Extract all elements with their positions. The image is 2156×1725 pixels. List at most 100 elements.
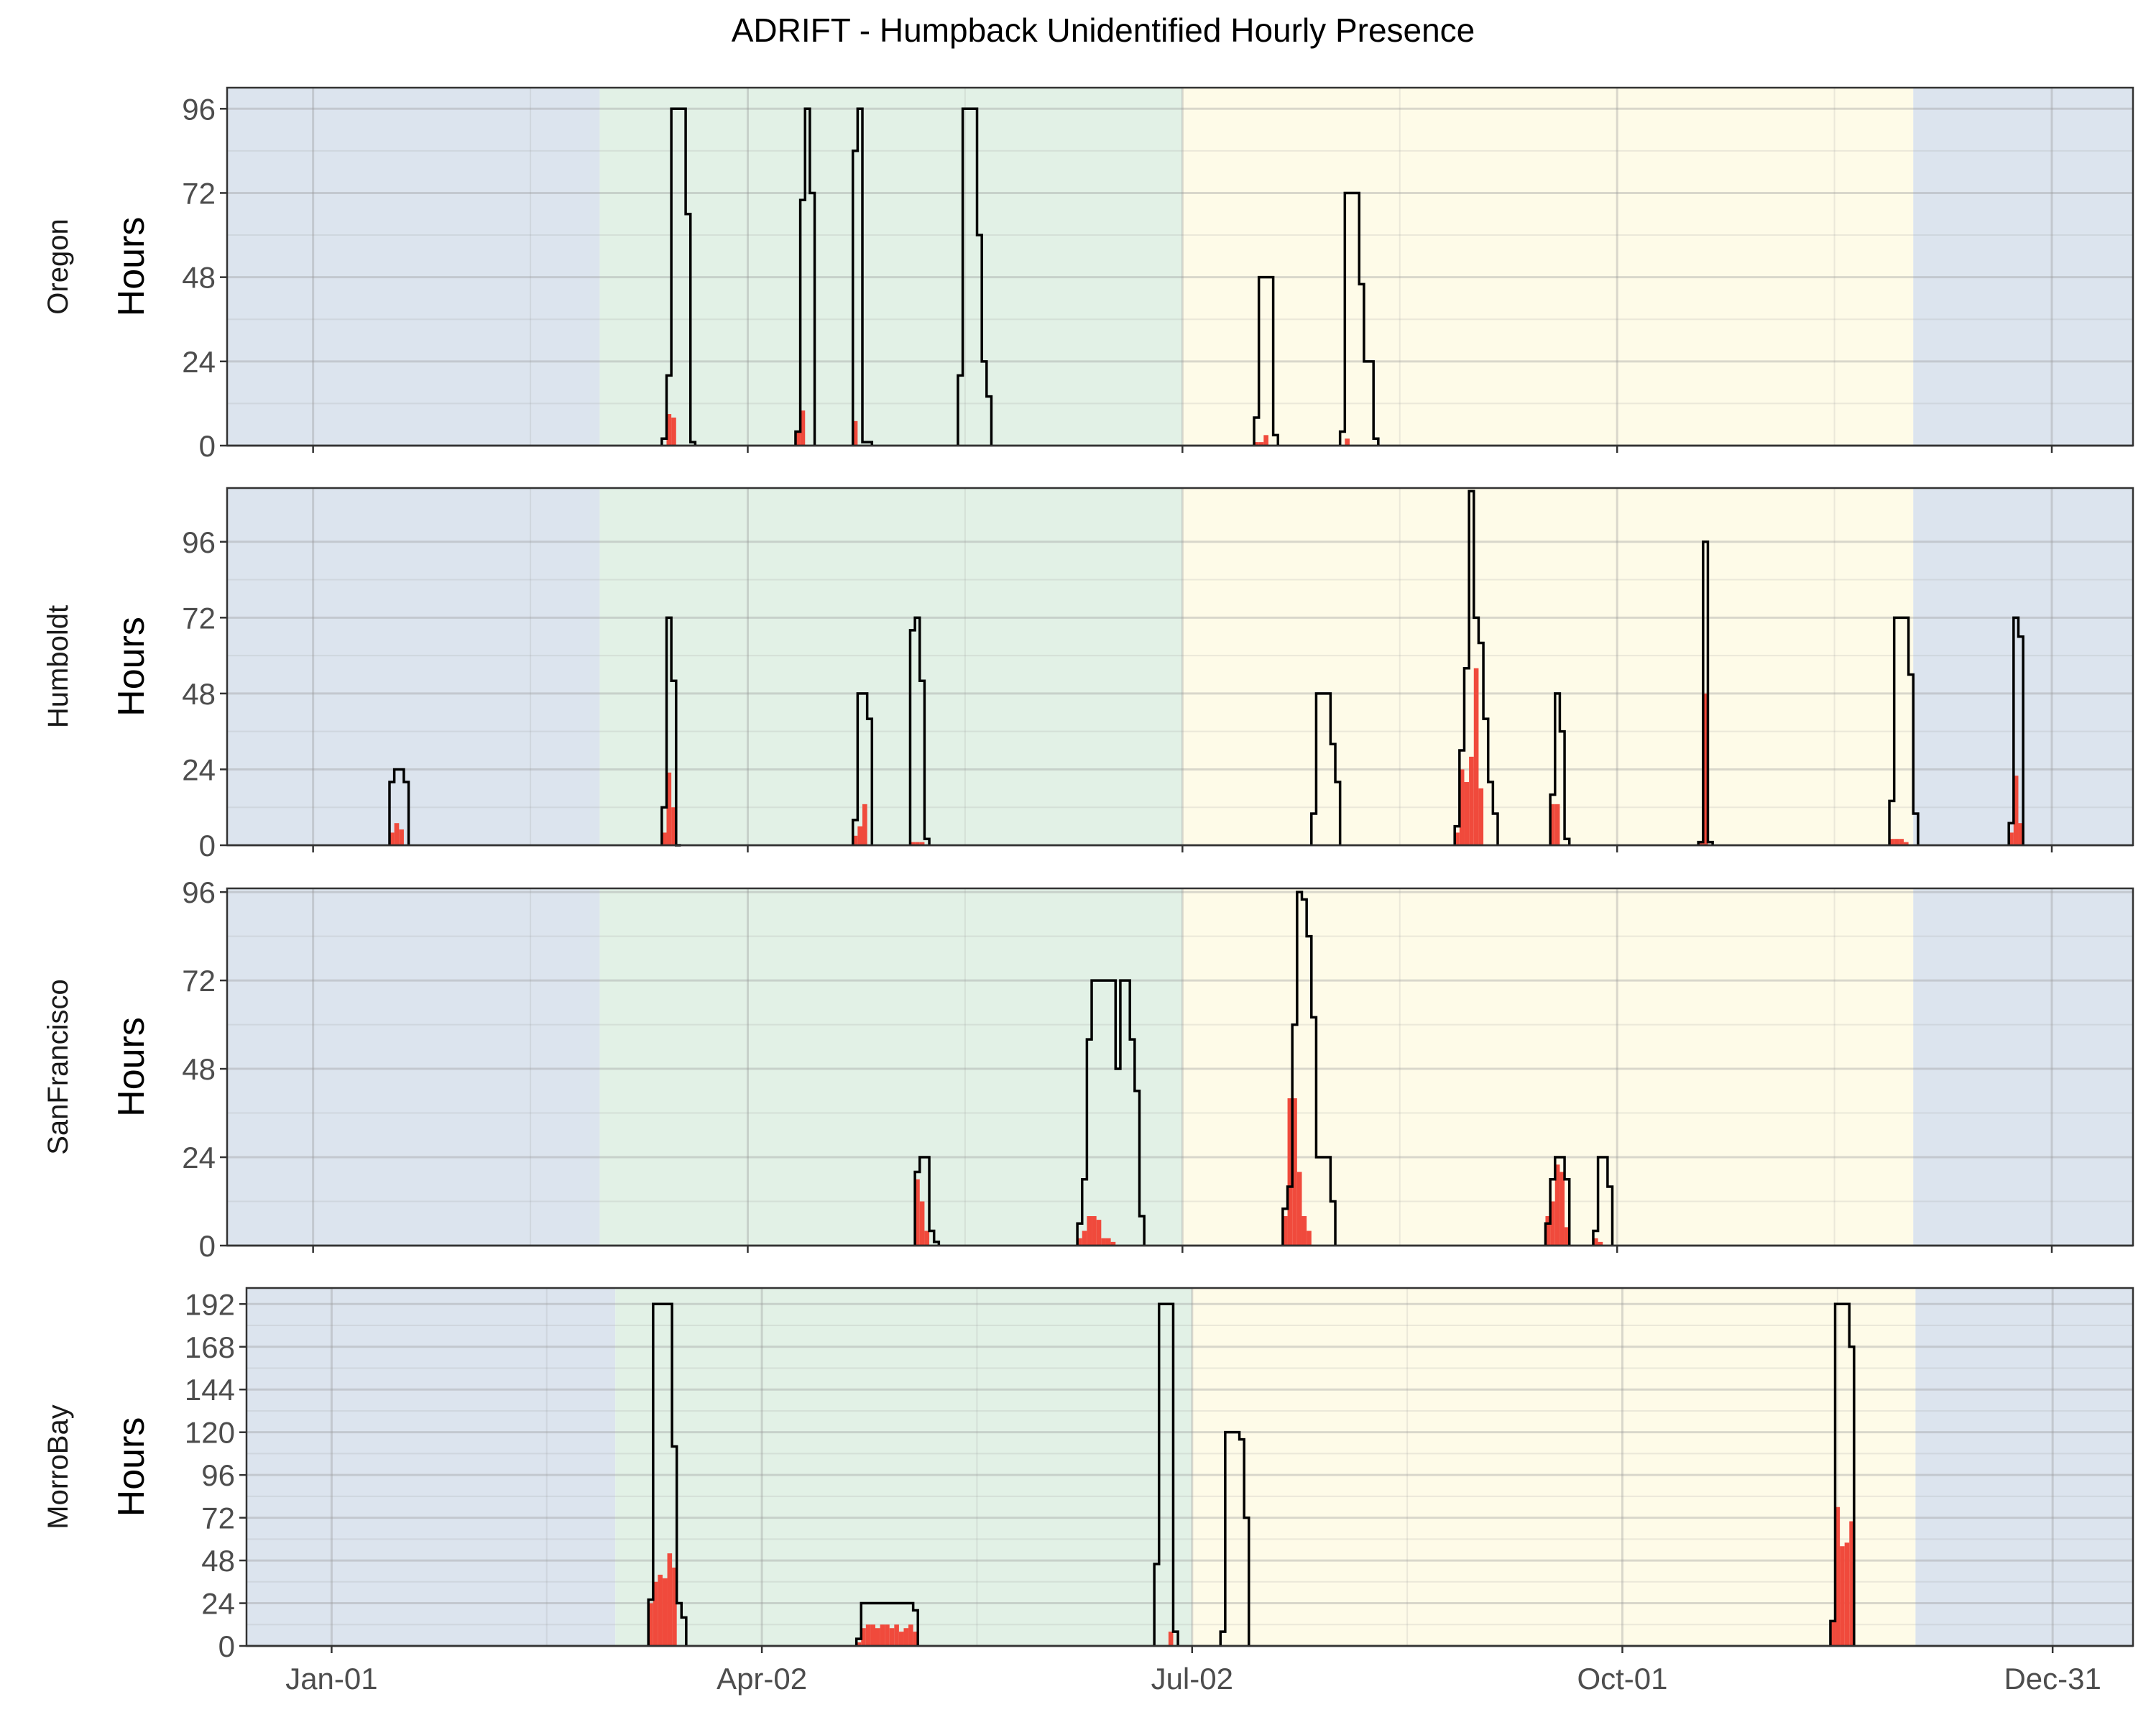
- presence-bar: [1593, 1238, 1598, 1246]
- presence-bar: [1703, 693, 1708, 845]
- presence-bar: [852, 420, 858, 446]
- y-tick-label: 24: [182, 1141, 216, 1174]
- panel-humboldt: 0 24 48 72 96 Hours Humboldt: [42, 487, 2134, 862]
- presence-bar: [910, 842, 916, 845]
- presence-bar: [667, 1553, 673, 1646]
- effort-step-line: [660, 107, 697, 446]
- presence-bar: [1830, 1621, 1835, 1646]
- panel-border: [226, 887, 2134, 1247]
- season-band-summer: [1182, 488, 1914, 845]
- presence-bar: [1840, 1546, 1845, 1646]
- season-band-winter: [227, 88, 600, 446]
- effort-step-line: [908, 616, 931, 845]
- y-tick-label: 0: [199, 1229, 216, 1263]
- chart-title: ADRIFT - Humpback Unidentified Hourly Pr…: [732, 12, 1475, 49]
- presence-bar: [1087, 1216, 1092, 1246]
- presence-bar: [852, 835, 858, 845]
- presence-bar: [389, 832, 395, 845]
- presence-bar: [1302, 1216, 1307, 1246]
- presence-bar: [2013, 776, 2019, 845]
- y-tick-label: 96: [182, 525, 216, 559]
- panel-border: [226, 86, 2134, 447]
- y-tick-label: 96: [182, 92, 216, 126]
- y-tick-label: 192: [185, 1287, 235, 1321]
- presence-bar: [666, 414, 672, 446]
- presence-bar: [1307, 1230, 1312, 1246]
- season-band-spring: [599, 88, 1183, 446]
- y-tick-label: 24: [182, 345, 216, 379]
- presence-bar: [1554, 804, 1560, 845]
- presence-bar: [2018, 823, 2024, 845]
- effort-step-line: [1453, 489, 1499, 845]
- presence-bar: [1105, 1238, 1111, 1246]
- effort-step-line: [957, 107, 993, 446]
- effort-step-line: [1829, 1302, 1856, 1646]
- presence-bar: [1110, 1241, 1116, 1246]
- effort-step-line: [1549, 692, 1571, 845]
- presence-bar: [800, 410, 806, 446]
- presence-bar: [889, 1628, 895, 1646]
- presence-bar: [1554, 1164, 1560, 1246]
- presence-bar: [870, 1624, 875, 1646]
- presence-bar: [885, 1624, 890, 1646]
- panel-sanfrancisco: 0 24 48 72 96 Hours SanFrancisco: [42, 875, 2134, 1263]
- presence-bar: [399, 829, 404, 845]
- y-tick-label: 168: [185, 1330, 235, 1364]
- y-tick-label: 72: [201, 1501, 235, 1535]
- y-tick-label: 0: [199, 429, 216, 463]
- presence-bar: [1469, 756, 1474, 845]
- y-tick-label: 24: [201, 1587, 235, 1621]
- x-tick-label: Oct-01: [1577, 1662, 1667, 1696]
- y-axis-title: Hours: [111, 217, 152, 317]
- presence-bar: [1835, 1506, 1841, 1646]
- panel-morrobay: 0 24 48 72 96 120 144 168 192 Jan-01 Apr-02 Jul-02 O…: [42, 1287, 2134, 1696]
- season-band-winter: [227, 888, 600, 1246]
- presence-bar: [1889, 839, 1894, 845]
- presence-bar: [2009, 832, 2014, 845]
- effort-step-line: [1219, 1430, 1250, 1646]
- effort-step-line: [913, 1156, 941, 1246]
- panels: 0 24 48 72 96 Hours Oregon 0 24 48 72 96 Hours Humbol…: [42, 86, 2134, 1696]
- effort-step-line: [388, 768, 410, 845]
- season-band-winter: [1913, 88, 2133, 446]
- effort-step-line: [854, 1601, 919, 1646]
- x-tick-label: Apr-02: [717, 1662, 807, 1696]
- y-axis-title: Hours: [111, 617, 152, 717]
- presence-bar: [915, 1179, 920, 1246]
- y-tick-label: 48: [201, 1544, 235, 1578]
- y-tick-label: 0: [199, 829, 216, 862]
- presence-bar: [1459, 769, 1465, 845]
- presence-bar: [856, 1642, 862, 1646]
- presence-bar: [671, 807, 676, 845]
- effort-step-line: [1592, 1156, 1614, 1246]
- presence-bar: [648, 1603, 653, 1646]
- x-tick-label: Dec-31: [2004, 1662, 2101, 1696]
- presence-bar: [1478, 788, 1484, 845]
- presence-bar: [1254, 442, 1259, 446]
- presence-bar: [894, 1624, 899, 1646]
- presence-bar: [1903, 842, 1909, 845]
- presence-bar: [898, 1632, 904, 1646]
- effort-step-line: [1697, 540, 1714, 845]
- presence-bar: [919, 1201, 925, 1246]
- presence-bar: [1455, 832, 1460, 845]
- season-band-winter: [227, 488, 600, 845]
- presence-bar: [1844, 1542, 1850, 1646]
- site-label: SanFrancisco: [42, 979, 74, 1155]
- presence-bar: [1092, 1216, 1097, 1246]
- site-label: Humboldt: [42, 605, 74, 728]
- effort-step-line: [1544, 1156, 1571, 1246]
- presence-bar: [924, 1230, 930, 1246]
- season-band-winter: [1913, 888, 2133, 1246]
- season-band-summer: [1182, 88, 1914, 446]
- panel-oregon: 0 24 48 72 96 Hours Oregon: [42, 86, 2134, 463]
- season-band-spring: [599, 488, 1183, 845]
- effort-step-line: [1281, 891, 1337, 1246]
- presence-bar: [1263, 435, 1268, 446]
- effort-step-line: [851, 692, 874, 845]
- presence-bar: [1101, 1238, 1106, 1246]
- presence-bar: [1077, 1238, 1082, 1246]
- presence-bar: [394, 823, 400, 845]
- presence-bar: [875, 1628, 880, 1646]
- panel-border: [245, 1287, 2134, 1647]
